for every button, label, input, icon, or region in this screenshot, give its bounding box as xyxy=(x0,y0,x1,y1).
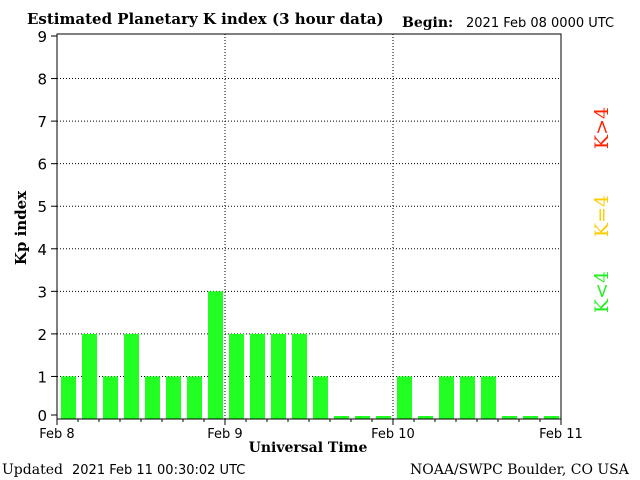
begin-label: Begin: xyxy=(402,15,453,31)
kp-bar xyxy=(124,333,139,419)
kp-bar xyxy=(82,333,97,419)
kp-bar xyxy=(481,376,496,419)
x-tick-label: Feb 10 xyxy=(371,427,415,442)
kp-bar xyxy=(523,416,538,419)
y-tick-label: 2 xyxy=(37,326,47,344)
y-tick-label: 0 xyxy=(37,407,47,425)
y-tick-label: 8 xyxy=(37,71,47,89)
kp-bar xyxy=(502,416,517,419)
updated-label: Updated xyxy=(2,462,63,478)
y-tick-label: 5 xyxy=(37,198,47,216)
kp-bar xyxy=(145,376,160,419)
x-tick-label: Feb 8 xyxy=(39,427,74,442)
updated-value: 2021 Feb 11 00:30:02 UTC xyxy=(72,463,245,478)
kp-bar xyxy=(376,416,391,419)
kp-bar xyxy=(61,376,76,419)
y-axis-label: Kp index xyxy=(12,190,30,265)
kp-bar xyxy=(334,416,349,419)
kp-bar xyxy=(460,376,475,419)
kp-bar xyxy=(439,376,454,419)
y-tick-label: 3 xyxy=(37,283,47,301)
kp-bar xyxy=(397,376,412,419)
kp-bar xyxy=(292,333,307,419)
chart-title: Estimated Planetary K index (3 hour data… xyxy=(27,10,384,28)
kp-bar xyxy=(271,333,286,419)
x-tick-label: Feb 11 xyxy=(539,427,583,442)
y-tick-label: 9 xyxy=(37,28,47,46)
kp-bar xyxy=(355,416,370,419)
y-tick-label: 7 xyxy=(37,113,47,131)
kp-bar xyxy=(229,333,244,419)
x-axis-label: Universal Time xyxy=(249,440,368,456)
credit-text: NOAA/SWPC Boulder, CO USA xyxy=(410,462,630,478)
kp-bar xyxy=(103,376,118,419)
legend-k-less-4: K<4 xyxy=(591,271,613,313)
x-tick-label: Feb 9 xyxy=(207,427,242,442)
y-tick-label: 6 xyxy=(37,156,47,174)
y-tick-label: 1 xyxy=(37,368,47,386)
kp-bar xyxy=(544,416,559,419)
kp-bar xyxy=(250,333,265,419)
y-tick-label: 4 xyxy=(37,241,47,259)
plot-area: 0 1 2 3 4 5 6 7 8 9 Feb 8 Feb 9 Feb 10 Feb 11 xyxy=(37,28,582,442)
kp-bar xyxy=(313,376,328,419)
kp-bar xyxy=(208,291,223,419)
kp-bar xyxy=(187,376,202,419)
kp-bar xyxy=(418,416,433,419)
kp-bar xyxy=(166,376,181,419)
begin-value: 2021 Feb 08 0000 UTC xyxy=(466,16,614,31)
legend-k-greater-4: K>4 xyxy=(591,107,613,149)
legend-k-equal-4: K=4 xyxy=(591,195,613,237)
